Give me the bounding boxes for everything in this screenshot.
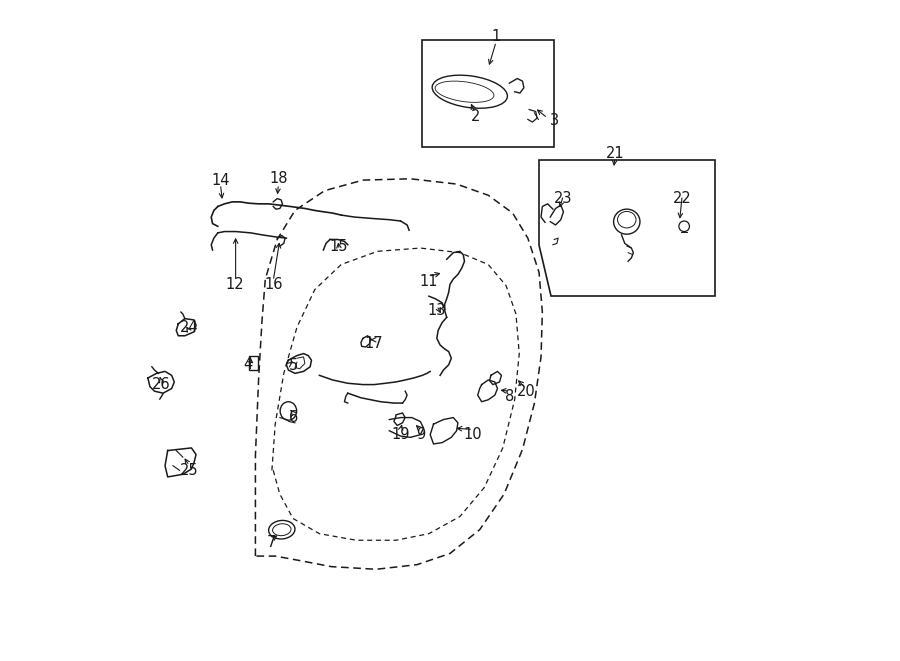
Text: 7: 7 <box>267 535 276 551</box>
Text: 22: 22 <box>673 191 691 206</box>
Text: 1: 1 <box>491 30 500 44</box>
Text: 12: 12 <box>225 277 244 292</box>
Bar <box>249 356 258 370</box>
Text: 26: 26 <box>152 377 170 392</box>
Bar <box>422 40 554 147</box>
Text: 11: 11 <box>419 274 438 289</box>
Text: 21: 21 <box>606 146 625 161</box>
Text: 17: 17 <box>364 336 383 351</box>
Text: 4: 4 <box>243 358 252 372</box>
Text: 24: 24 <box>180 320 199 334</box>
Text: 20: 20 <box>517 383 535 399</box>
Text: 23: 23 <box>554 191 572 206</box>
Text: 10: 10 <box>464 427 482 442</box>
Text: 25: 25 <box>180 463 199 478</box>
Text: 18: 18 <box>269 171 288 186</box>
Text: 9: 9 <box>416 427 425 442</box>
Polygon shape <box>539 161 716 296</box>
Text: 15: 15 <box>330 239 348 254</box>
Text: 16: 16 <box>264 277 283 292</box>
Text: 5: 5 <box>289 358 298 373</box>
Text: 2: 2 <box>471 108 480 124</box>
Text: 6: 6 <box>289 410 298 425</box>
Text: 8: 8 <box>505 389 514 404</box>
Text: 3: 3 <box>550 113 559 128</box>
Text: 14: 14 <box>212 173 230 188</box>
Text: 13: 13 <box>428 303 446 318</box>
Text: 19: 19 <box>392 427 410 442</box>
